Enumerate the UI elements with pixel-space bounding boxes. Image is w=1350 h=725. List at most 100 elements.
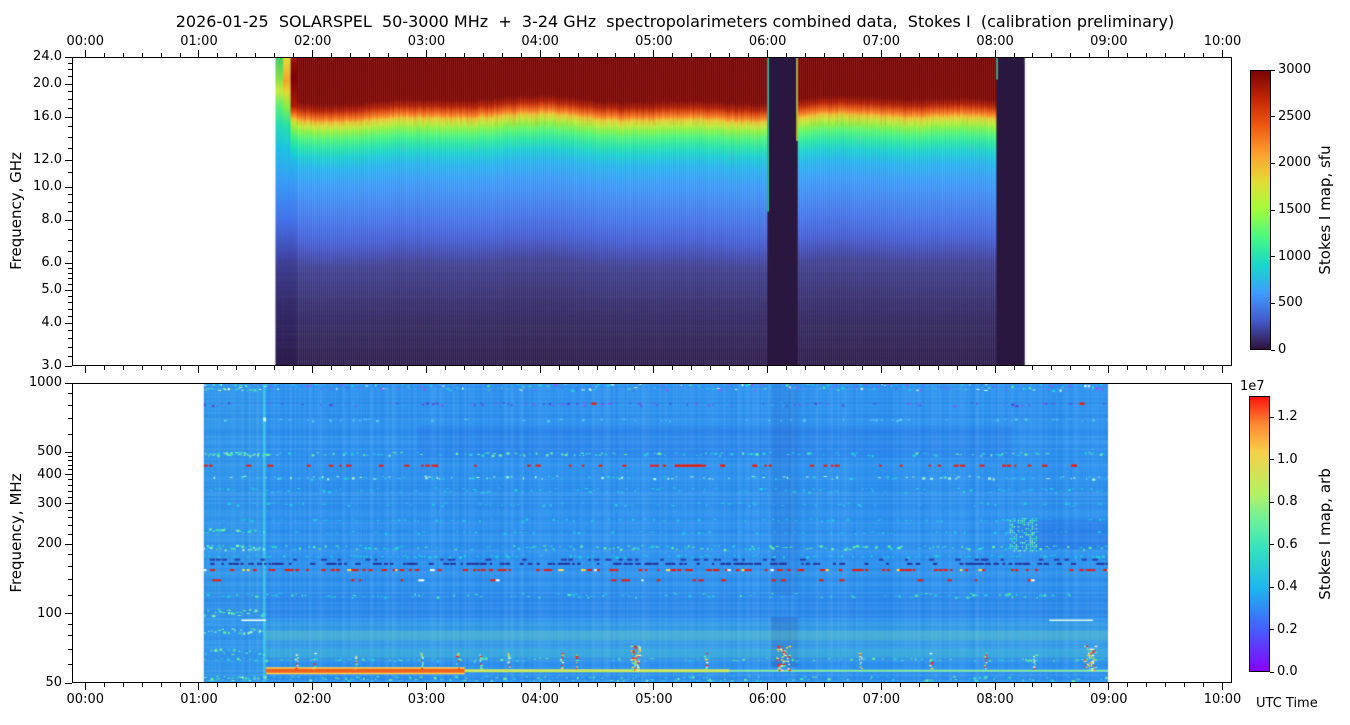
x-minor-tick xyxy=(1203,683,1205,687)
x-minor-tick xyxy=(786,683,788,687)
top-xtick-label: 06:00 xyxy=(748,34,787,49)
colorbar-tick-label: 2500 xyxy=(1278,108,1312,124)
x-major-tick xyxy=(312,366,314,373)
x-minor-tick xyxy=(577,53,579,57)
x-minor-tick xyxy=(937,366,939,370)
x-minor-tick xyxy=(482,683,484,687)
mhz-major-tick xyxy=(65,474,72,476)
top-xtick-label: 02:00 xyxy=(293,34,332,49)
x-minor-tick xyxy=(482,366,484,370)
x-major-tick xyxy=(84,366,86,373)
ghz-minor-tick xyxy=(68,355,72,357)
colorbar-tick xyxy=(1271,116,1275,118)
ghz-major-tick xyxy=(65,83,72,85)
ghz-major-tick xyxy=(65,116,72,118)
sfu-colorbar-label: Stokes I map, sfu xyxy=(1316,145,1334,275)
x-minor-tick xyxy=(103,366,105,370)
x-minor-tick xyxy=(596,683,598,687)
colorbar-tick xyxy=(1270,586,1274,588)
x-minor-tick xyxy=(217,683,219,687)
x-minor-tick xyxy=(748,683,750,687)
colorbar-tick-label: 2000 xyxy=(1278,155,1312,171)
ghz-minor-tick xyxy=(68,330,72,332)
x-major-tick xyxy=(312,50,314,57)
x-minor-tick xyxy=(805,366,807,370)
x-minor-tick xyxy=(293,366,295,370)
colorbar-tick xyxy=(1270,501,1274,503)
x-minor-tick xyxy=(615,683,617,687)
x-minor-tick xyxy=(615,366,617,370)
top-xtick-label: 07:00 xyxy=(862,34,901,49)
mhz-minor-tick xyxy=(68,534,72,536)
mhz-minor-tick xyxy=(68,648,72,650)
mhz-ytick-label: 100 xyxy=(37,605,62,621)
x-minor-tick xyxy=(179,366,181,370)
arb-colorbar xyxy=(1249,396,1270,672)
x-minor-tick xyxy=(236,53,238,57)
x-minor-tick xyxy=(691,683,693,687)
x-minor-tick xyxy=(558,683,560,687)
x-minor-tick xyxy=(1146,683,1148,687)
x-minor-tick xyxy=(179,683,181,687)
x-minor-tick xyxy=(274,683,276,687)
ghz-minor-tick xyxy=(68,272,72,274)
x-minor-tick xyxy=(463,683,465,687)
colorbar-tick xyxy=(1271,302,1275,304)
mhz-minor-tick xyxy=(68,456,72,457)
x-major-tick xyxy=(767,366,769,373)
x-minor-tick xyxy=(596,366,598,370)
ghz-major-tick xyxy=(65,322,72,324)
ghz-minor-tick xyxy=(68,126,72,128)
x-minor-tick xyxy=(236,366,238,370)
ghz-minor-tick xyxy=(68,229,72,231)
x-minor-tick xyxy=(406,53,408,57)
x-minor-tick xyxy=(160,366,162,370)
mhz-major-tick xyxy=(65,682,72,684)
x-minor-tick xyxy=(1089,53,1091,57)
ghz-minor-tick xyxy=(68,283,72,285)
mhz-minor-tick xyxy=(68,566,72,568)
ghz-ytick-label: 24.0 xyxy=(33,49,62,64)
mhz-minor-tick xyxy=(68,594,72,596)
x-minor-tick xyxy=(1203,53,1205,57)
bottom-xtick-label: 03:00 xyxy=(407,692,446,707)
mhz-minor-tick xyxy=(68,635,72,637)
colorbar-tick-label: 500 xyxy=(1278,295,1303,311)
x-minor-tick xyxy=(1089,366,1091,370)
x-minor-tick xyxy=(122,683,124,687)
x-minor-tick xyxy=(956,53,958,57)
ghz-major-tick xyxy=(65,289,72,291)
ghz-ytick-label: 8.0 xyxy=(41,212,62,228)
x-minor-tick xyxy=(501,53,503,57)
mhz-minor-tick xyxy=(68,393,72,395)
colorbar-tick-label: 1.2 xyxy=(1277,409,1298,425)
x-minor-tick xyxy=(1013,366,1015,370)
x-minor-tick xyxy=(141,683,143,687)
x-minor-tick xyxy=(672,683,674,687)
x-minor-tick xyxy=(1165,53,1167,57)
ghz-minor-tick xyxy=(68,250,72,252)
ghz-minor-tick xyxy=(68,69,72,71)
x-minor-tick xyxy=(1051,53,1053,57)
colorbar-tick xyxy=(1270,629,1274,631)
x-minor-tick xyxy=(350,366,352,370)
x-minor-tick xyxy=(388,683,390,687)
mhz-major-tick xyxy=(65,543,72,545)
x-major-tick xyxy=(198,683,200,690)
colorbar-tick xyxy=(1271,162,1275,164)
x-minor-tick xyxy=(350,683,352,687)
x-minor-tick xyxy=(520,683,522,687)
x-major-tick xyxy=(1108,50,1110,57)
x-minor-tick xyxy=(1032,53,1034,57)
x-minor-tick xyxy=(1032,683,1034,687)
ghz-ytick-label: 12.0 xyxy=(33,152,62,167)
x-major-tick xyxy=(1108,683,1110,690)
x-minor-tick xyxy=(255,366,257,370)
x-minor-tick xyxy=(918,366,920,370)
ghz-minor-tick xyxy=(68,91,72,93)
x-minor-tick xyxy=(710,366,712,370)
x-minor-tick xyxy=(861,683,863,687)
x-minor-tick xyxy=(293,53,295,57)
x-minor-tick xyxy=(1032,366,1034,370)
x-minor-tick xyxy=(141,366,143,370)
